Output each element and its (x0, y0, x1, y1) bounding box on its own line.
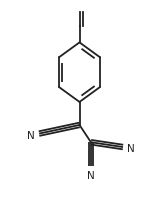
Text: N: N (28, 131, 35, 141)
Text: N: N (87, 171, 95, 181)
Text: N: N (127, 144, 135, 154)
